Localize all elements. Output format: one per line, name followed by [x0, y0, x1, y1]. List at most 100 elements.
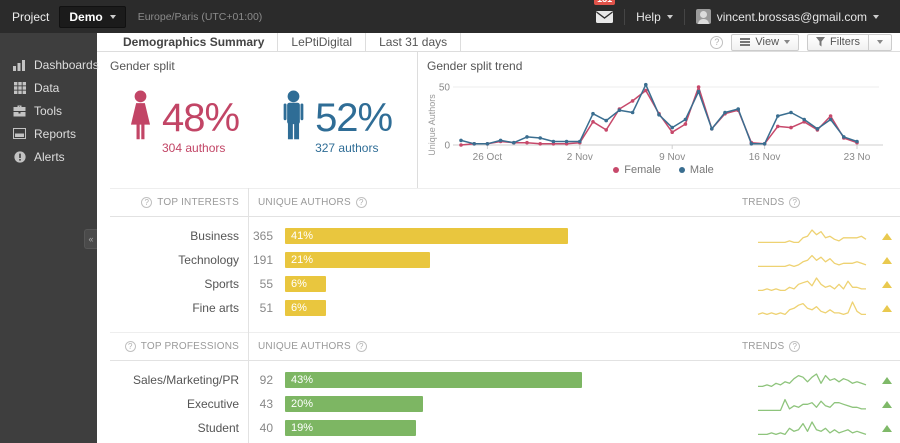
- info-icon: ?: [355, 341, 367, 352]
- female-stat: 48% 304 authors: [124, 90, 240, 155]
- male-authors: 327 authors: [315, 141, 379, 155]
- sidebar-item-label: Reports: [34, 126, 77, 141]
- table-header: ? TOP INTERESTS UNIQUE AUTHORS? TRENDS?: [110, 188, 900, 217]
- trend-up-icon: [882, 232, 892, 240]
- bar-chart-icon: [13, 59, 26, 71]
- chevron-down-icon: [109, 14, 116, 19]
- row-label: Sports: [204, 277, 239, 291]
- user-menu[interactable]: vincent.brossas@gmail.com: [685, 0, 890, 33]
- trend-sparkline: [758, 254, 867, 268]
- female-authors: 304 authors: [162, 141, 226, 155]
- panel-title: Gender split trend: [427, 59, 523, 73]
- female-icon: [130, 90, 151, 140]
- trend-sparkline: [758, 373, 867, 388]
- info-icon: ?: [355, 197, 367, 208]
- percent-bar: 6%: [285, 276, 326, 292]
- grid-icon: [13, 81, 26, 94]
- male-dot-icon: [678, 167, 685, 173]
- column-header: UNIQUE AUTHORS: [258, 197, 351, 208]
- percent-bar: 19%: [285, 420, 416, 436]
- svg-text:23 No: 23 No: [844, 152, 871, 163]
- mail-button[interactable]: 131: [585, 0, 624, 33]
- list-icon: [740, 38, 751, 46]
- funnel-icon: [816, 37, 826, 47]
- trend-up-icon: [882, 256, 892, 264]
- row-label: Executive: [186, 397, 239, 411]
- sidebar-item-alerts[interactable]: Alerts: [0, 145, 97, 168]
- table-row: Executive 43 20%: [110, 392, 900, 416]
- topbar: Project Demo Europe/Paris (UTC+01:00) 13…: [0, 0, 900, 33]
- trend-sparkline: [757, 301, 866, 316]
- timezone-label: Europe/Paris (UTC+01:00): [137, 10, 263, 23]
- trend-up-icon: [882, 424, 892, 432]
- sidebar-item-data[interactable]: Data: [0, 76, 97, 99]
- help-circle-icon[interactable]: ?: [710, 35, 724, 49]
- trend-up-icon: [882, 376, 892, 384]
- chevron-down-icon: [784, 40, 791, 44]
- legend-item-female[interactable]: Female: [613, 164, 661, 176]
- svg-text:2 Nov: 2 Nov: [567, 152, 593, 163]
- percent-label: 41%: [291, 230, 314, 242]
- time-range-selector[interactable]: Last 31 days: [366, 32, 462, 52]
- info-icon: ?: [789, 341, 801, 352]
- legend-label: Female: [624, 164, 661, 176]
- row-label: Sales/Marketing/PR: [132, 373, 239, 387]
- more-options-button[interactable]: [868, 33, 892, 51]
- row-count: 55: [259, 277, 273, 291]
- sidebar-collapse-button[interactable]: «: [84, 229, 97, 249]
- divider: [624, 8, 626, 25]
- mail-badge: 131: [594, 0, 616, 5]
- filters-button[interactable]: Filters: [807, 33, 869, 51]
- column-header: TOP PROFESSIONS: [140, 341, 239, 352]
- project-label: Project: [12, 9, 50, 24]
- column-header: TRENDS: [742, 197, 785, 208]
- content: Demographics Summary LePtiDigital Last 3…: [97, 32, 900, 443]
- source-label: LePtiDigital: [278, 32, 367, 52]
- sidebar-item-tools[interactable]: Tools: [0, 99, 97, 122]
- top-interests-section: ? TOP INTERESTS UNIQUE AUTHORS? TRENDS? B…: [97, 188, 900, 332]
- info-icon: ?: [789, 197, 801, 208]
- help-menu[interactable]: Help: [625, 0, 684, 33]
- sidebar-item-label: Dashboards: [34, 57, 99, 72]
- sidebar-item-dashboards[interactable]: Dashboards: [0, 53, 99, 76]
- row-count: 43: [259, 397, 273, 411]
- row-label: Business: [190, 229, 239, 243]
- chevron-down-icon: [873, 14, 879, 19]
- trend-sparkline: [758, 277, 866, 292]
- user-email: vincent.brossas@gmail.com: [716, 9, 867, 24]
- trend-up-icon: [882, 400, 892, 408]
- percent-bar: 20%: [285, 396, 423, 412]
- table-row: Fine arts 51 6%: [110, 296, 900, 320]
- percent-bar: 41%: [285, 228, 568, 244]
- svg-text:50: 50: [439, 83, 451, 94]
- page-title: Demographics Summary: [110, 32, 279, 52]
- percent-label: 21%: [291, 254, 314, 266]
- table-row: Student 40 19%: [110, 416, 900, 440]
- sidebar-item-label: Alerts: [34, 149, 65, 164]
- row-count: 40: [259, 421, 273, 435]
- project-selector[interactable]: Demo: [59, 5, 126, 28]
- gender-split-panel: Gender split 48% 304 authors: [97, 52, 417, 188]
- view-button[interactable]: View: [731, 33, 800, 51]
- male-stat: 52% 327 authors: [277, 90, 393, 155]
- column-header: UNIQUE AUTHORS: [258, 341, 351, 352]
- percent-bar: 6%: [285, 300, 326, 316]
- legend-item-male[interactable]: Male: [678, 164, 714, 176]
- percent-label: 6%: [291, 278, 307, 290]
- column-header: TRENDS: [742, 341, 785, 352]
- svg-text:26 Oct: 26 Oct: [473, 152, 503, 163]
- row-count: 92: [259, 373, 273, 387]
- trend-sparkline: [758, 398, 866, 412]
- chart-legend: Female Male: [427, 164, 900, 176]
- svg-text:0: 0: [444, 141, 450, 152]
- trend-sparkline: [758, 421, 867, 436]
- sidebar: Dashboards Data Tools Reports: [0, 33, 99, 443]
- gender-trend-panel: Gender split trend 26 Oct 2 Nov 9 Nov 16 No…: [417, 52, 900, 188]
- table-row: Sports 55 6%: [110, 272, 900, 296]
- percent-label: 19%: [291, 422, 314, 434]
- chevron-down-icon: [877, 40, 883, 44]
- sidebar-item-reports[interactable]: Reports: [0, 122, 97, 145]
- percent-label: 43%: [291, 374, 314, 386]
